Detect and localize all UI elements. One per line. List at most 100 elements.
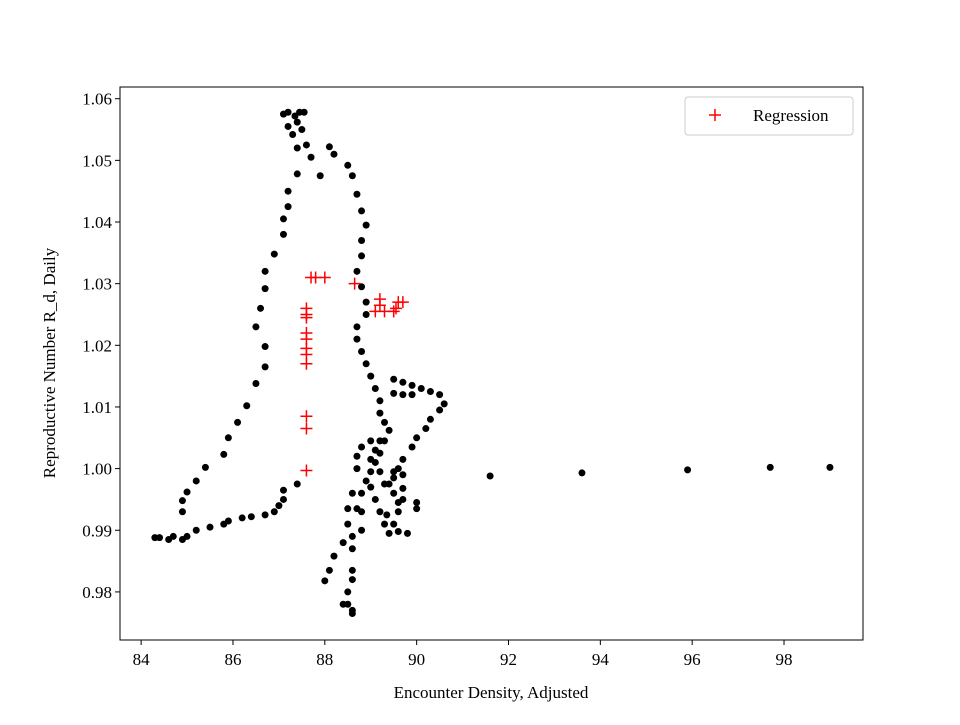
point [390,489,398,497]
point [183,488,191,496]
point [344,520,352,528]
point [362,221,370,229]
point [390,468,398,476]
point [183,532,191,540]
point [234,418,242,426]
point [252,380,260,388]
point [358,283,366,291]
point [381,520,389,528]
point [339,600,347,608]
point [275,502,283,510]
point [330,150,338,158]
point [261,363,269,371]
point [390,474,398,482]
point [321,577,329,585]
point [298,126,306,134]
point [302,141,310,149]
point [417,384,425,392]
point [436,391,444,399]
point [224,517,232,525]
point [413,505,421,513]
point [381,418,389,426]
point [284,122,292,130]
point [383,511,391,519]
point [318,271,331,284]
point [284,187,292,195]
point [358,443,366,451]
point [385,426,393,434]
point [399,471,407,479]
point [367,372,375,380]
point [252,323,260,331]
point [348,532,356,540]
point [261,343,269,351]
y-tick-label: 0.98 [82,583,112,602]
point [371,495,379,503]
point [376,508,384,516]
x-tick-label: 96 [684,650,701,669]
point [293,170,301,178]
point [270,508,278,516]
point [413,499,421,507]
point [426,388,434,396]
y-tick-label: 1.06 [82,90,112,109]
legend-marker [709,109,721,121]
point [358,252,366,260]
point [376,437,384,445]
point [293,480,301,488]
point [155,534,163,542]
legend-box [684,96,854,136]
point [385,529,393,537]
point [300,302,313,315]
point [353,267,361,275]
point [284,108,292,116]
point [316,172,324,180]
x-tick-label: 94 [592,650,610,669]
point [367,483,375,491]
point [344,161,352,169]
point [348,172,356,180]
point [766,463,774,471]
legend-label: Regression [753,106,829,125]
point [348,609,356,617]
point [353,190,361,198]
point [238,514,246,522]
y-tick-label: 1.05 [82,151,112,170]
point [403,529,411,537]
point [348,545,356,553]
point [353,465,361,473]
point [261,285,269,293]
point [293,118,301,126]
x-tick-label: 86 [224,650,241,669]
point [376,409,384,417]
point [293,144,301,152]
point [178,508,186,516]
point [339,539,347,547]
point [362,477,370,485]
point [330,552,338,560]
point [178,497,186,505]
point [307,153,315,161]
point [358,526,366,534]
point [373,293,386,306]
point [578,469,586,477]
point [367,455,375,463]
point [358,207,366,215]
point [390,520,398,528]
point [396,296,409,309]
point [408,391,416,399]
point [399,455,407,463]
point [201,463,209,471]
point [353,323,361,331]
x-tick-label: 98 [776,650,793,669]
point [440,400,448,408]
point [243,402,251,410]
plot-frame [119,86,864,641]
x-axis-label: Encounter Density, Adjusted [394,683,589,702]
point [376,468,384,476]
point [371,384,379,392]
point [261,511,269,519]
point [348,576,356,584]
point [192,526,200,534]
